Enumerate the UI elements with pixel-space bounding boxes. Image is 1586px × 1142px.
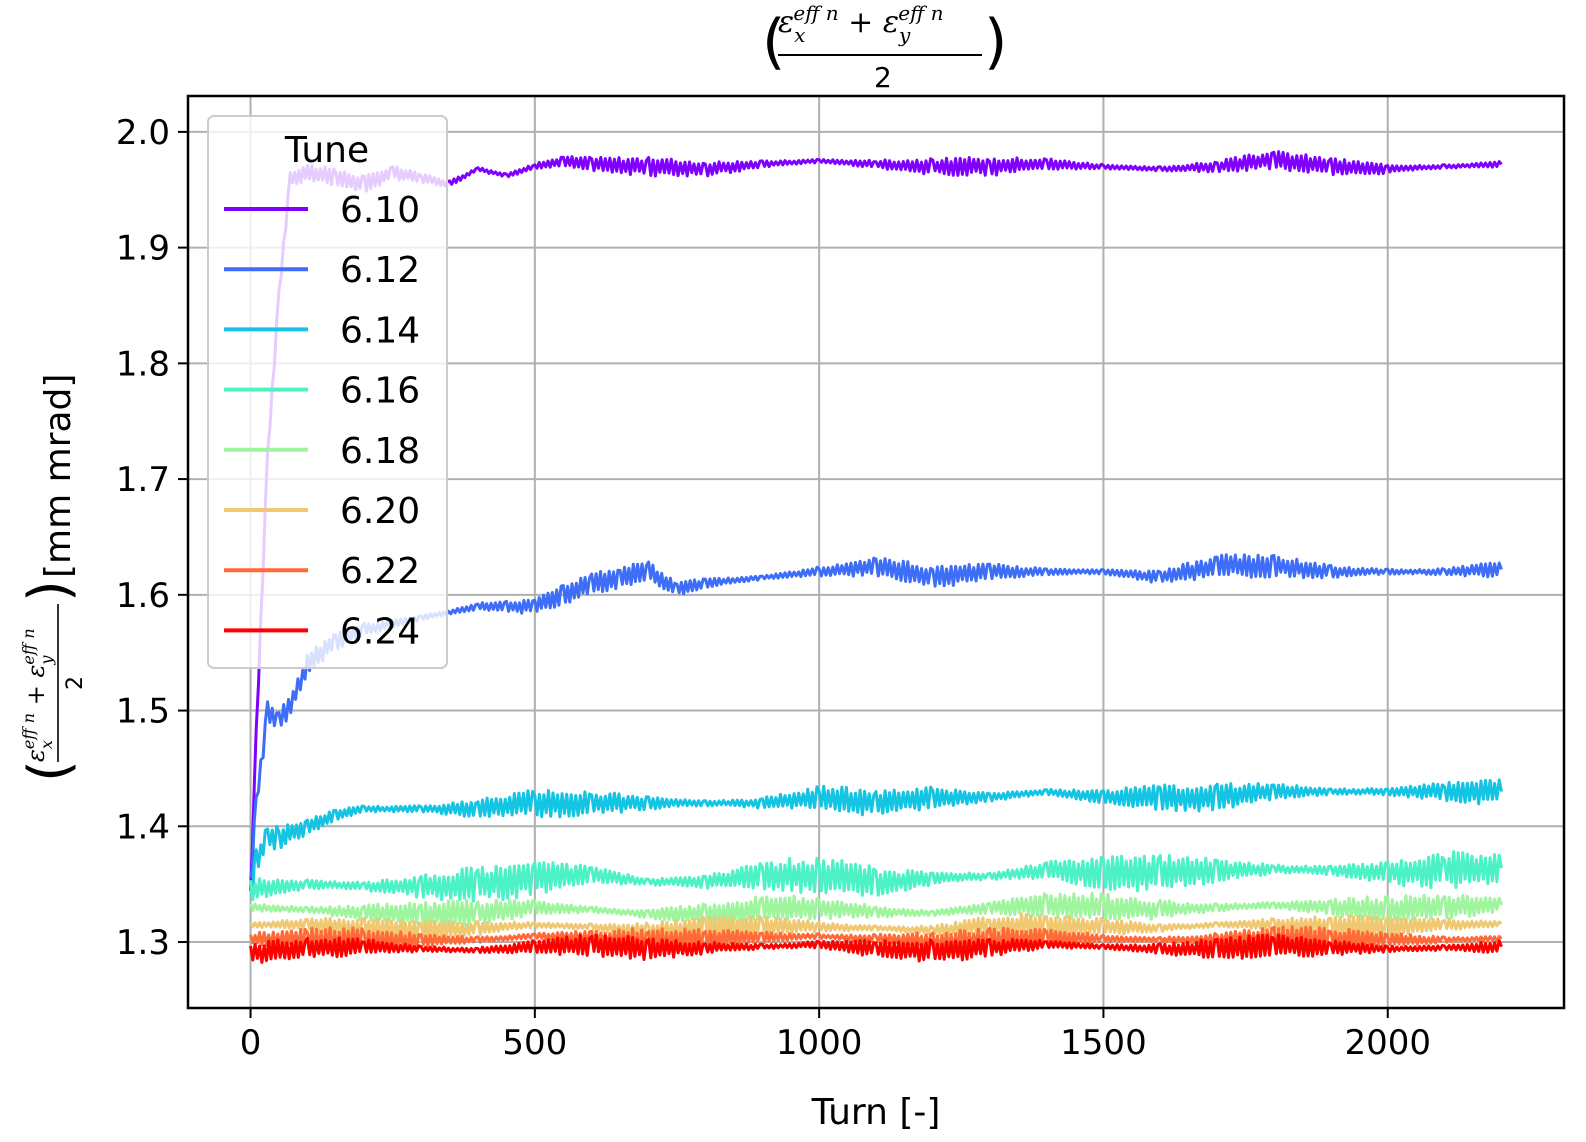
series-line-6.10 xyxy=(249,150,1503,891)
series-line-6.16 xyxy=(249,850,1503,903)
series-line-6.20 xyxy=(249,912,1503,942)
series-line-6.22 xyxy=(249,925,1503,953)
ylabel-numerator: εxeff n + εyeff n xyxy=(19,628,56,762)
legend-label-6.20: 6.20 xyxy=(340,491,420,532)
x-axis-ticks: 0 500 1000 1500 2000 xyxy=(240,1008,1431,1063)
title-numerator: εxeff n + εyeff n xyxy=(778,1,944,47)
series-6.16 xyxy=(249,850,1503,903)
series-6.12 xyxy=(249,553,1503,879)
series-6.20 xyxy=(249,912,1503,942)
legend-item-6.14: 6.14 xyxy=(224,310,420,351)
x-tick-label-4: 2000 xyxy=(1344,1023,1431,1063)
legend-item-6.24: 6.24 xyxy=(224,611,420,652)
y-tick-label-7: 2.0 xyxy=(116,113,170,153)
legend-item-6.16: 6.16 xyxy=(224,371,420,412)
legend-label-6.24: 6.24 xyxy=(340,611,420,652)
series-line-6.18 xyxy=(249,891,1503,929)
y-tick-label-1: 1.4 xyxy=(116,807,170,847)
x-axis-label: Turn [-] xyxy=(811,1092,941,1133)
legend-item-6.10: 6.10 xyxy=(224,190,420,231)
legend-label-6.16: 6.16 xyxy=(340,371,420,412)
ylabel-paren-right: ) xyxy=(17,580,82,602)
title-paren-left: ( xyxy=(762,7,785,77)
legend-label-6.12: 6.12 xyxy=(340,250,420,291)
x-tick-label-0: 0 xyxy=(240,1023,262,1063)
title-denominator: 2 xyxy=(874,61,892,94)
series-6.22 xyxy=(249,925,1503,953)
y-tick-label-0: 1.3 xyxy=(116,923,170,963)
legend-title: Tune xyxy=(284,130,369,171)
legend-item-6.12: 6.12 xyxy=(224,250,420,291)
legend-item-6.18: 6.18 xyxy=(224,431,420,472)
series-line-6.14 xyxy=(249,778,1503,898)
series-6.14 xyxy=(249,778,1503,898)
y-tick-label-3: 1.6 xyxy=(116,576,170,616)
legend-label-6.10: 6.10 xyxy=(340,190,420,231)
series-6.24 xyxy=(249,933,1503,964)
y-tick-label-2: 1.5 xyxy=(116,692,170,732)
series-line-6.12 xyxy=(249,553,1503,879)
legend-label-6.14: 6.14 xyxy=(340,310,420,351)
legend-label-6.18: 6.18 xyxy=(340,431,420,472)
title-paren-right: ) xyxy=(984,7,1007,77)
legend-items: 6.10 6.12 6.14 6.16 6.18 6.20 6.22 6.24 xyxy=(224,190,420,652)
legend-box xyxy=(207,115,448,669)
x-tick-label-3: 1500 xyxy=(1060,1023,1147,1063)
legend: Tune 6.10 6.12 6.14 6.16 6.18 6.20 6.22 6.24 xyxy=(207,115,448,669)
ylabel-denominator: 2 xyxy=(63,676,88,690)
legend-item-6.22: 6.22 xyxy=(224,551,420,592)
series-layer xyxy=(249,150,1503,964)
plot-frame xyxy=(186,94,1566,1010)
y-tick-label-4: 1.7 xyxy=(116,460,170,500)
series-line-6.24 xyxy=(249,933,1503,964)
legend-item-6.20: 6.20 xyxy=(224,491,420,532)
y-axis-ticks: 1.3 1.4 1.5 1.6 1.7 1.8 1.9 2.0 xyxy=(116,113,188,963)
legend-label-6.22: 6.22 xyxy=(340,551,420,592)
y-tick-label-5: 1.8 xyxy=(116,344,170,384)
x-tick-label-2: 1000 xyxy=(776,1023,863,1063)
x-tick-label-1: 500 xyxy=(502,1023,567,1063)
series-6.18 xyxy=(249,891,1503,929)
chart-title: ( εxeff n + εyeff n 2 ) xyxy=(762,1,1007,94)
y-axis-label: ( εxeff n + εyeff n 2 ) [mm mrad] xyxy=(17,374,88,782)
series-6.10 xyxy=(249,150,1503,891)
ylabel-unit: [mm mrad] xyxy=(38,374,79,578)
y-tick-label-6: 1.9 xyxy=(116,229,170,269)
ylabel-paren-left: ( xyxy=(17,760,82,782)
